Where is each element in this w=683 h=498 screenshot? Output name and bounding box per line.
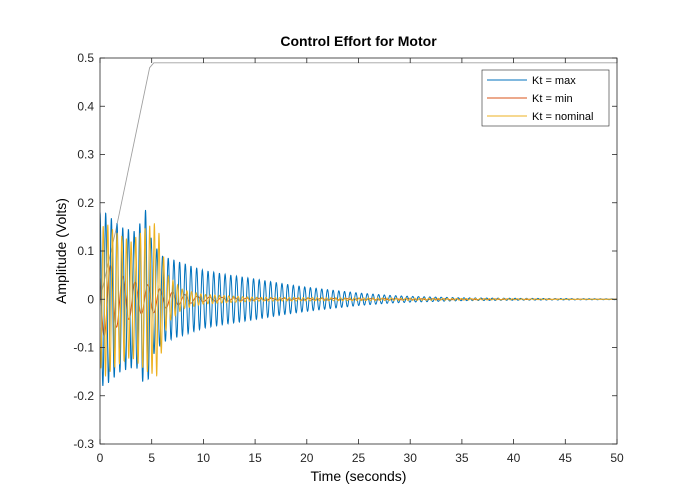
x-tick-label: 5 <box>148 451 155 465</box>
y-tick-label: -0.3 <box>73 437 94 451</box>
x-tick-label: 25 <box>352 451 366 465</box>
chart-title: Control Effort for Motor <box>280 33 437 49</box>
x-tick-label: 35 <box>455 451 469 465</box>
legend: Kt = max Kt = min Kt = nominal <box>481 69 610 127</box>
x-tick-label: 40 <box>507 451 521 465</box>
y-tick-label: 0 <box>87 292 94 306</box>
x-tick-label: 50 <box>610 451 624 465</box>
series-layer <box>100 62 617 387</box>
x-tick-label: 0 <box>97 451 104 465</box>
ticks-layer: 0 5 10 15 20 25 30 35 40 45 50 -0.3 -0.2 -0.1 0 0.1 0.2 0… <box>73 51 624 465</box>
x-axis-label: Time (seconds) <box>311 468 407 484</box>
y-axis-label: Amplitude (Volts) <box>53 198 69 304</box>
x-tick-label: 30 <box>404 451 418 465</box>
x-tick-label: 10 <box>197 451 211 465</box>
y-tick-label: 0.4 <box>77 99 94 113</box>
y-tick-label: 0.2 <box>77 196 94 210</box>
y-tick-label: 0.3 <box>77 148 94 162</box>
y-tick-label: 0.5 <box>77 51 94 65</box>
x-tick-label: 45 <box>559 451 573 465</box>
series-line-kt-nominal <box>100 223 617 378</box>
x-tick-label: 20 <box>300 451 314 465</box>
y-tick-label: -0.1 <box>73 341 94 355</box>
legend-entry-kt-nominal: Kt = nominal <box>532 111 593 123</box>
y-tick-label: -0.2 <box>73 389 94 403</box>
y-tick-label: 0.1 <box>77 244 94 258</box>
legend-entry-kt-min: Kt = min <box>532 93 573 105</box>
x-tick-label: 15 <box>248 451 262 465</box>
legend-entry-kt-max: Kt = max <box>532 75 576 87</box>
